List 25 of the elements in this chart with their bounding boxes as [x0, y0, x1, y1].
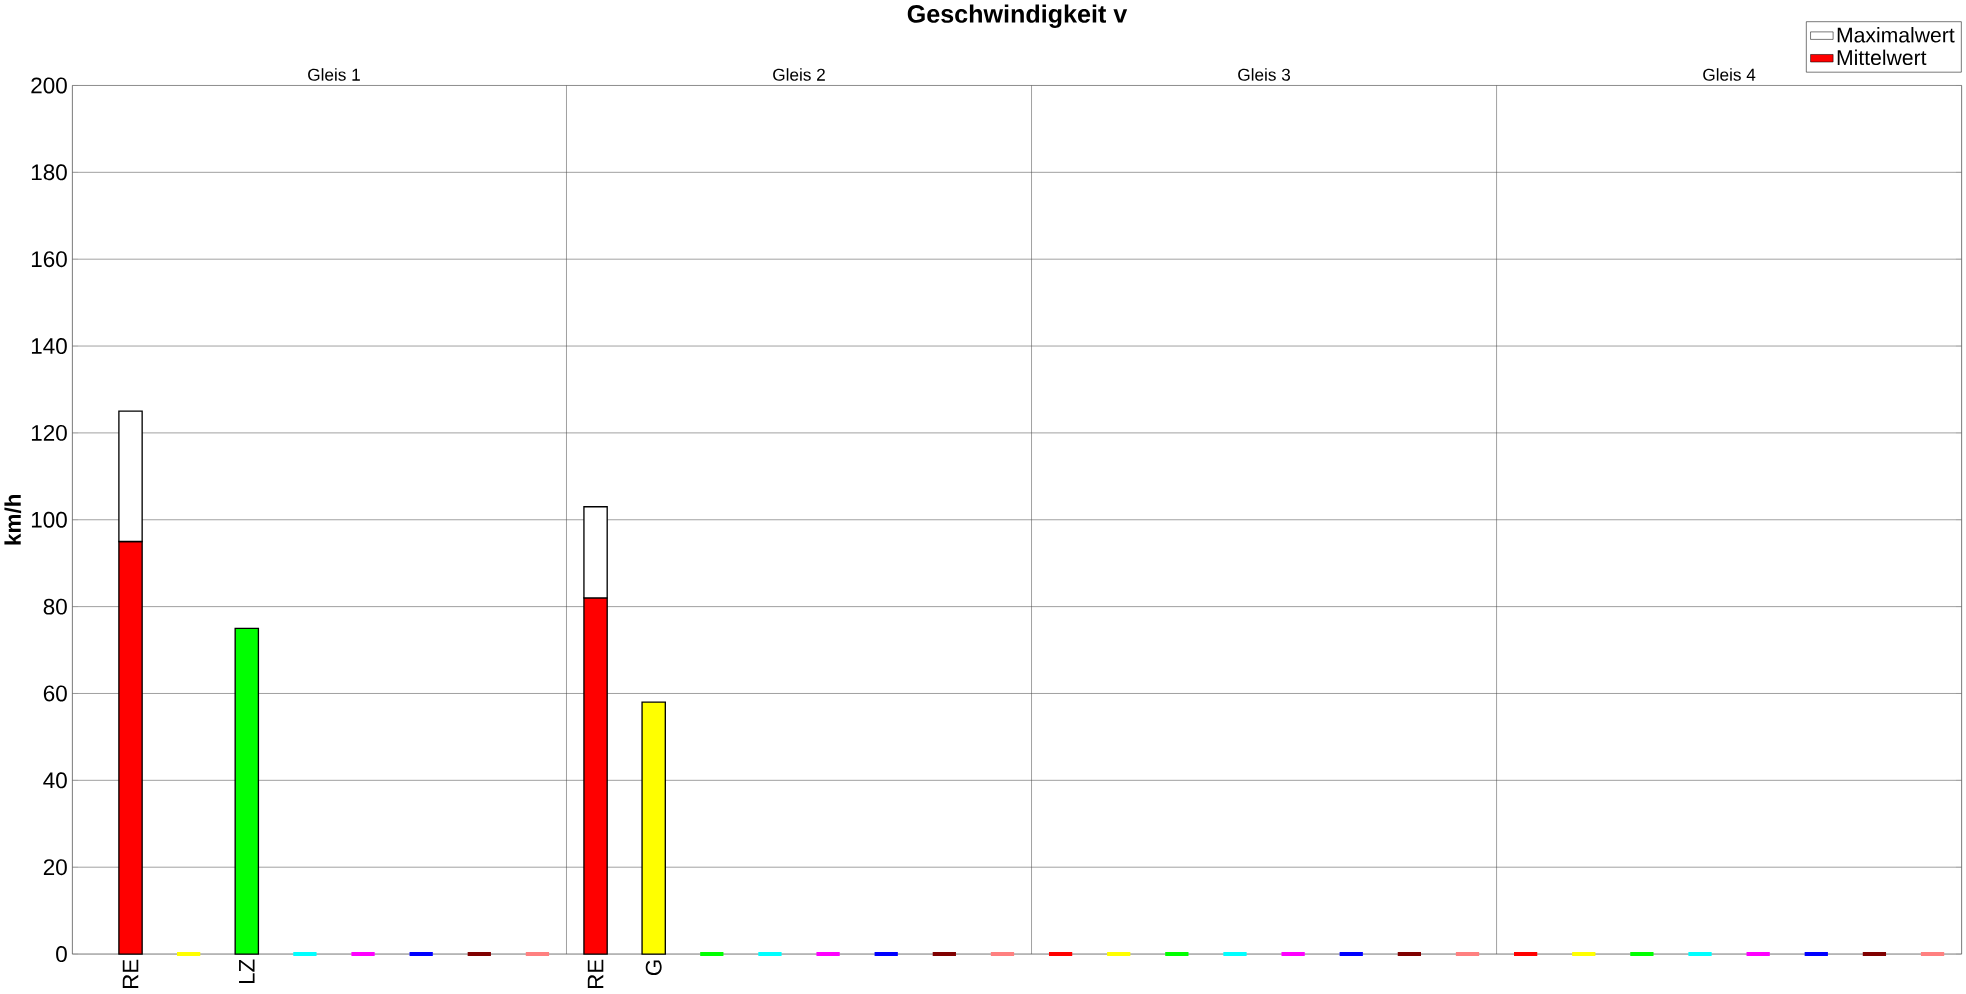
y-axis-title: km/h — [4, 494, 22, 545]
y-tick-label: 100 — [31, 511, 67, 528]
y-tick-label: 160 — [31, 251, 67, 267]
y-tick-label: 180 — [31, 164, 67, 181]
chart-title: Geschwindigkeit v — [907, 4, 1128, 28]
text: Gleis 2 — [773, 68, 825, 81]
text: Gleis 4 — [1703, 68, 1756, 81]
text: Gleis 3 — [1238, 68, 1291, 81]
bar — [641, 701, 666, 955]
y-tick-label: 120 — [31, 424, 67, 441]
y-tick-label: 60 — [43, 685, 67, 702]
x-tick-label: LZ — [239, 959, 255, 983]
legend-label: Mittelwert — [1837, 49, 1927, 65]
y-tick-label: 20 — [43, 859, 67, 875]
legend-label: Maximalwert — [1837, 26, 1955, 43]
x-tick-label: RE — [122, 959, 139, 988]
y-tick-label: 200 — [31, 77, 67, 94]
y-tick-label: 80 — [43, 598, 67, 615]
text: Gleis 1 — [308, 68, 360, 81]
x-tick-label: RE — [587, 959, 604, 988]
y-tick-label: 0 — [56, 945, 67, 962]
x-tick-label: G — [645, 960, 662, 975]
bar — [234, 627, 260, 955]
y-tick-label: 40 — [43, 772, 67, 789]
y-tick-label: 140 — [31, 337, 67, 354]
